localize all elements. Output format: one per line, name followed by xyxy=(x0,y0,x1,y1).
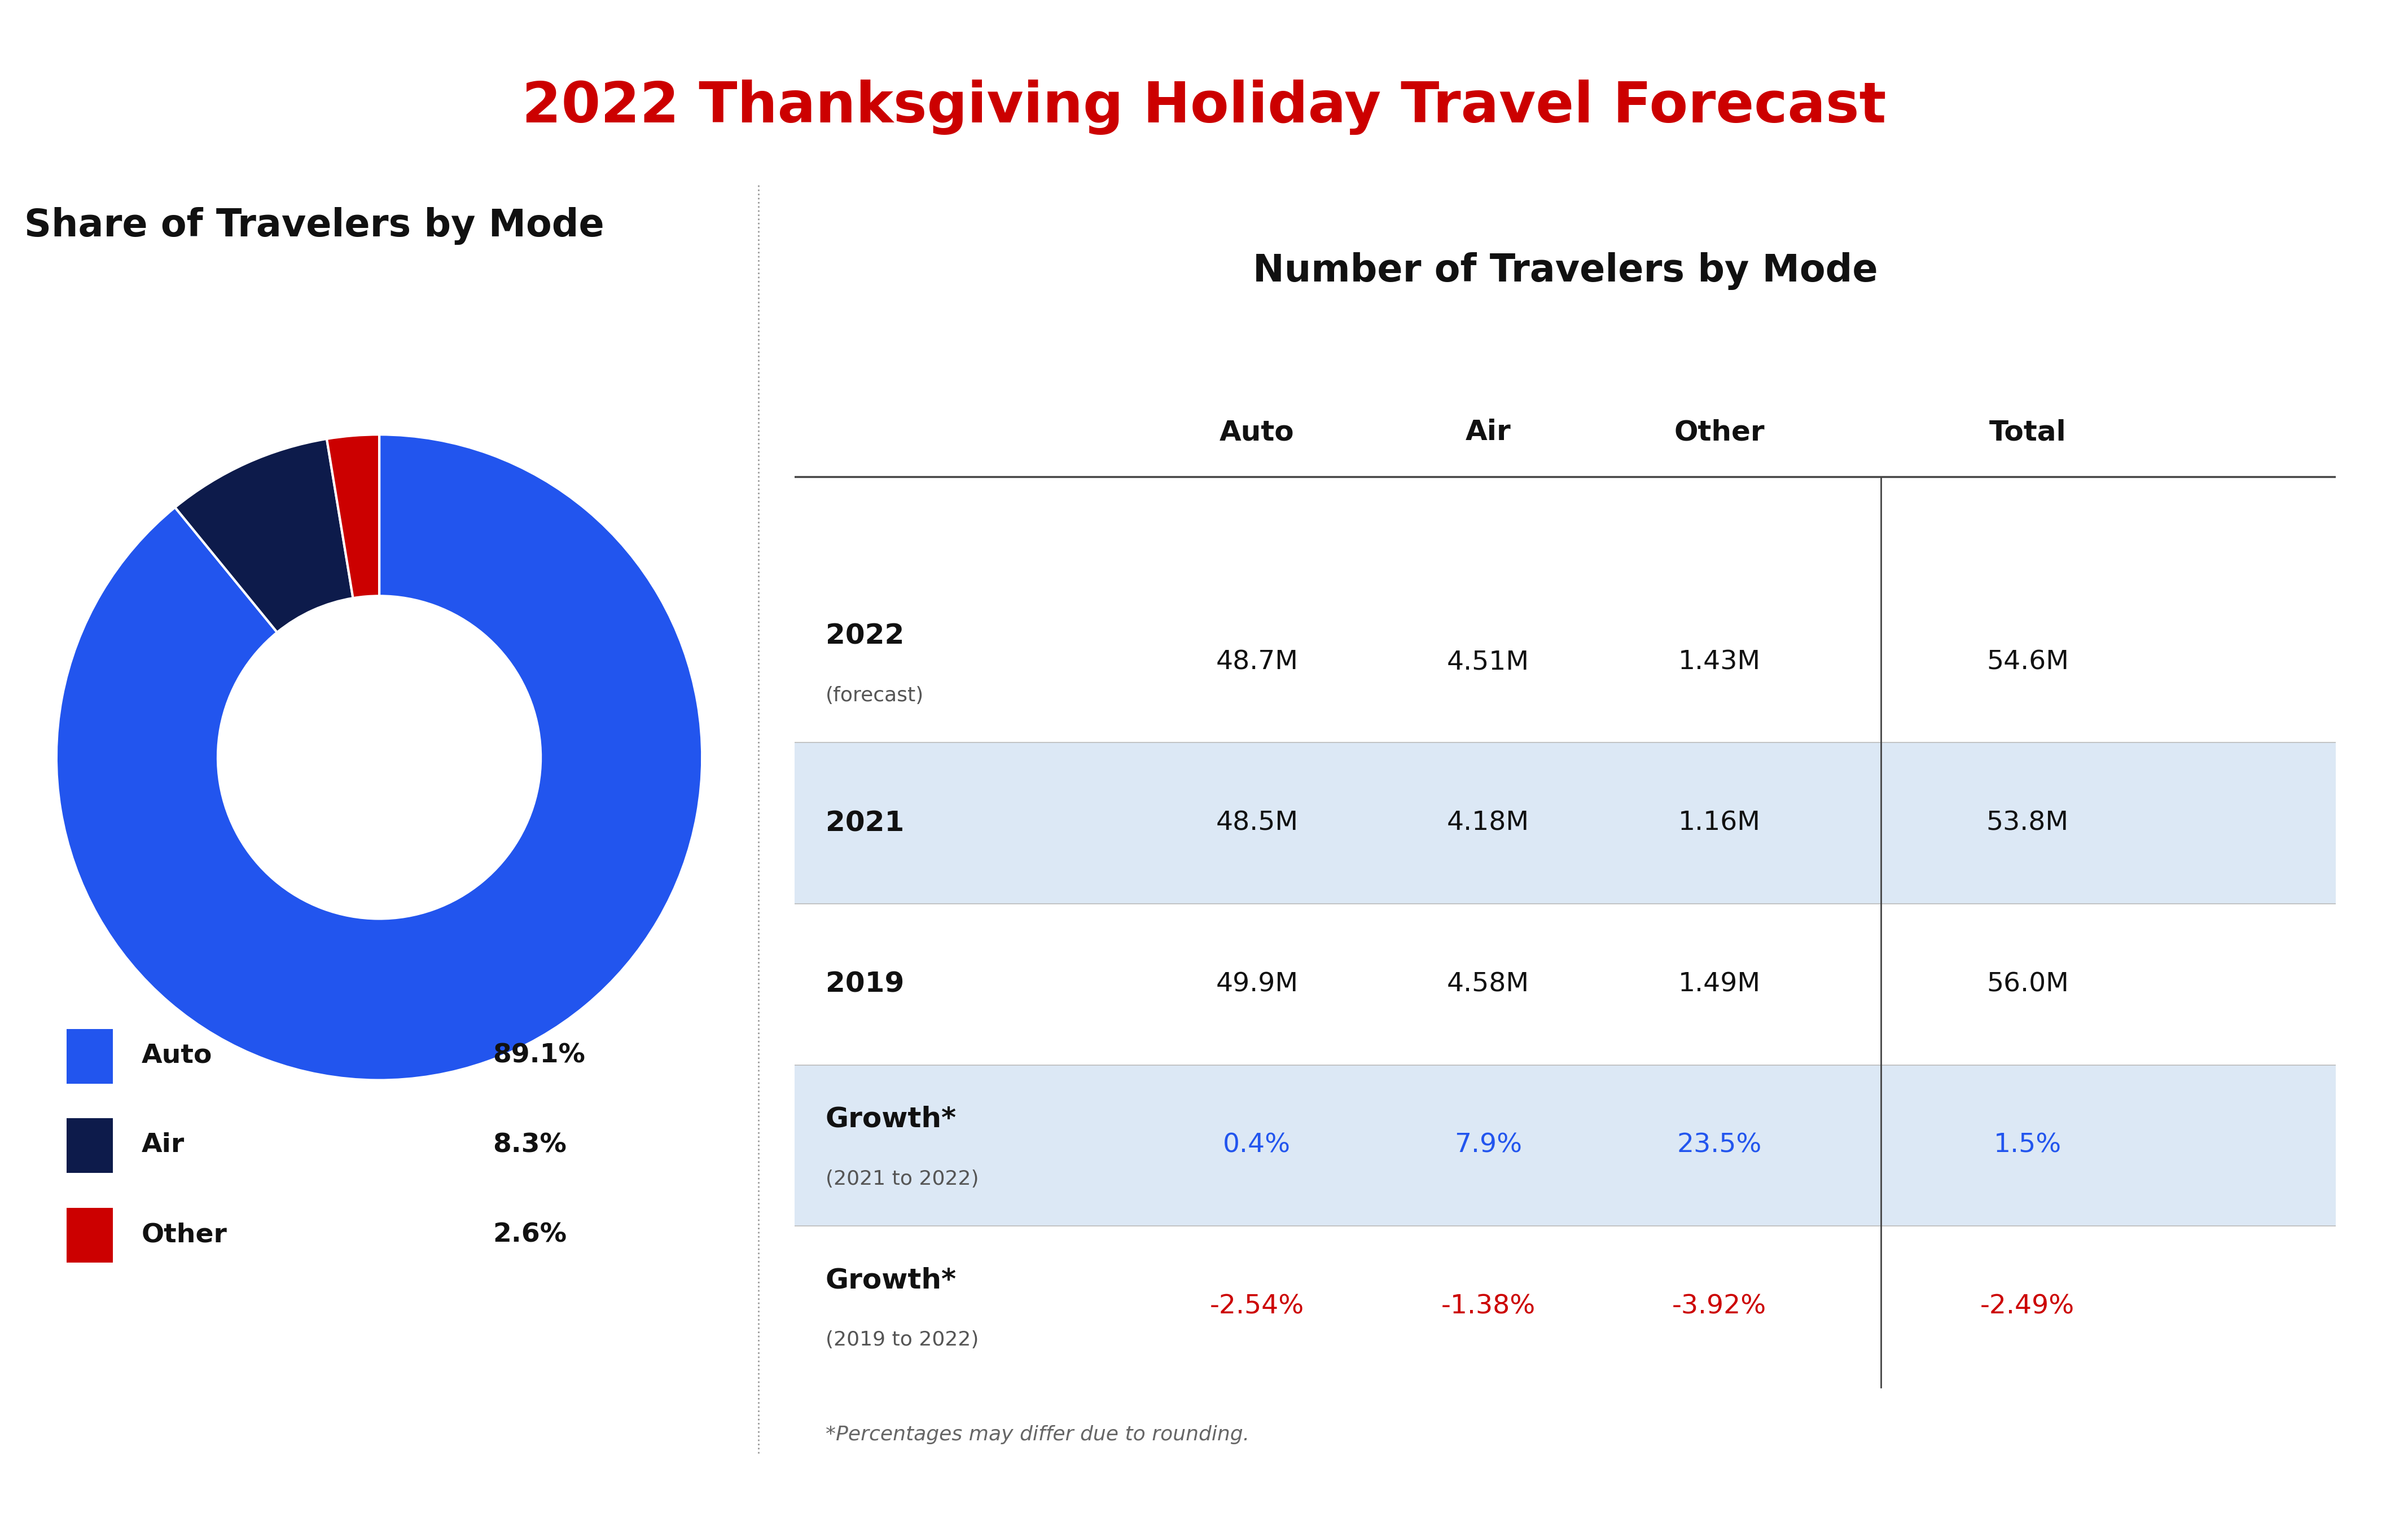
Text: Growth*: Growth* xyxy=(826,1106,956,1132)
Text: 4.58M: 4.58M xyxy=(1447,972,1529,998)
Text: 48.5M: 48.5M xyxy=(1216,811,1298,835)
Text: -1.38%: -1.38% xyxy=(1440,1294,1536,1319)
Text: (2019 to 2022): (2019 to 2022) xyxy=(826,1331,978,1349)
Bar xyxy=(67,1207,113,1262)
Text: 7.9%: 7.9% xyxy=(1454,1132,1522,1158)
Text: 4.51M: 4.51M xyxy=(1447,649,1529,675)
Bar xyxy=(67,1118,113,1174)
Text: -2.54%: -2.54% xyxy=(1209,1294,1305,1319)
Text: *Percentages may differ due to rounding.: *Percentages may differ due to rounding. xyxy=(826,1426,1250,1444)
Text: Growth*: Growth* xyxy=(826,1267,956,1294)
Text: 2.6%: 2.6% xyxy=(494,1222,566,1247)
Text: 56.0M: 56.0M xyxy=(1987,972,2068,998)
Text: 1.49M: 1.49M xyxy=(1678,972,1760,998)
Text: Other: Other xyxy=(1674,419,1765,445)
Text: 48.7M: 48.7M xyxy=(1216,649,1298,675)
Text: 4.18M: 4.18M xyxy=(1447,811,1529,835)
Text: Other: Other xyxy=(142,1222,226,1247)
Text: 1.16M: 1.16M xyxy=(1678,811,1760,835)
Text: 0.4%: 0.4% xyxy=(1223,1132,1291,1158)
Text: Share of Travelers by Mode: Share of Travelers by Mode xyxy=(24,207,604,245)
Text: 49.9M: 49.9M xyxy=(1216,972,1298,998)
Point xyxy=(1866,468,1895,487)
Text: 2022 Thanksgiving Holiday Travel Forecast: 2022 Thanksgiving Holiday Travel Forecas… xyxy=(523,80,1885,135)
Wedge shape xyxy=(55,435,703,1080)
Text: 2022: 2022 xyxy=(826,623,903,649)
Text: Air: Air xyxy=(142,1132,185,1158)
Text: (forecast): (forecast) xyxy=(826,685,925,705)
Bar xyxy=(67,1028,113,1083)
Text: 54.6M: 54.6M xyxy=(1987,649,2068,675)
Wedge shape xyxy=(327,435,380,598)
Text: 1.43M: 1.43M xyxy=(1678,649,1760,675)
Text: 2019: 2019 xyxy=(826,972,903,998)
Text: -2.49%: -2.49% xyxy=(1979,1294,2076,1319)
Text: Number of Travelers by Mode: Number of Travelers by Mode xyxy=(1252,252,1878,291)
Text: 23.5%: 23.5% xyxy=(1676,1132,1763,1158)
Wedge shape xyxy=(176,439,354,632)
Text: 1.5%: 1.5% xyxy=(1994,1132,2061,1158)
Text: 8.3%: 8.3% xyxy=(494,1132,566,1158)
Text: 53.8M: 53.8M xyxy=(1987,811,2068,835)
Text: Total: Total xyxy=(1989,419,2066,445)
Bar xyxy=(795,1065,2336,1226)
Bar xyxy=(795,742,2336,904)
Text: (2021 to 2022): (2021 to 2022) xyxy=(826,1169,978,1189)
Text: Air: Air xyxy=(1466,419,1510,445)
Point xyxy=(1866,1379,1895,1397)
Text: -3.92%: -3.92% xyxy=(1671,1294,1767,1319)
Text: Auto: Auto xyxy=(142,1043,212,1068)
Text: Auto: Auto xyxy=(1218,419,1296,445)
Text: 89.1%: 89.1% xyxy=(494,1043,585,1068)
Text: 2021: 2021 xyxy=(826,809,903,837)
